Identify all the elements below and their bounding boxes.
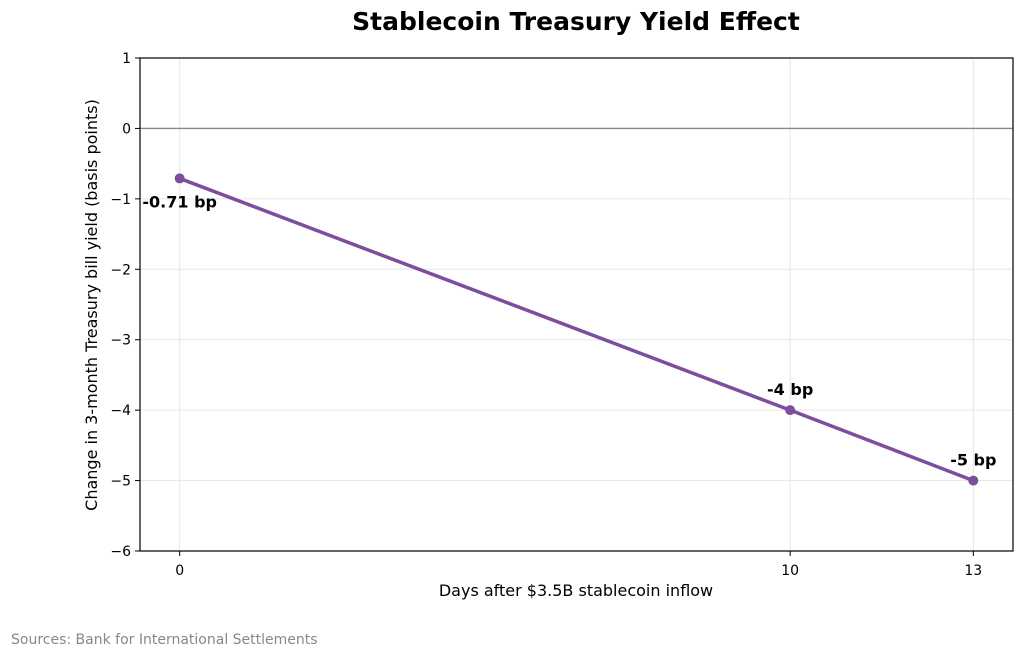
chart-title: Stablecoin Treasury Yield Effect xyxy=(352,7,800,36)
x-tick-label: 13 xyxy=(964,563,982,579)
y-tick-label: −5 xyxy=(110,474,131,490)
y-tick-label: −3 xyxy=(110,333,131,349)
x-tick-label: 10 xyxy=(781,563,799,579)
data-label: -0.71 bp xyxy=(142,192,217,211)
data-label: -5 bp xyxy=(950,451,996,470)
data-labels: -0.71 bp -4 bp -5 bp xyxy=(142,192,996,469)
y-tick-label: 1 xyxy=(122,51,131,67)
y-tick-label: −1 xyxy=(110,192,131,208)
x-axis-label: Days after $3.5B stablecoin inflow xyxy=(439,581,713,600)
source-note: Sources: Bank for International Settleme… xyxy=(11,632,318,648)
series-group xyxy=(174,173,979,486)
plot-area xyxy=(139,57,1014,552)
data-label: -4 bp xyxy=(767,380,813,399)
y-tick-label: −6 xyxy=(110,544,131,560)
grid xyxy=(140,57,1013,552)
y-tick-label: −4 xyxy=(110,403,131,419)
y-tick-label: −2 xyxy=(110,262,131,278)
data-point xyxy=(968,475,979,486)
data-point xyxy=(174,173,185,184)
x-axis: 0 10 13 xyxy=(175,551,982,579)
series-line xyxy=(177,176,976,483)
y-tick-label: 0 xyxy=(122,121,131,137)
x-tick-label: 0 xyxy=(175,563,184,579)
y-axis: 1 0 −1 −2 −3 −4 −5 −6 xyxy=(110,51,140,560)
data-point xyxy=(785,405,796,416)
y-axis-label: Change in 3-month Treasury bill yield (b… xyxy=(82,99,101,511)
